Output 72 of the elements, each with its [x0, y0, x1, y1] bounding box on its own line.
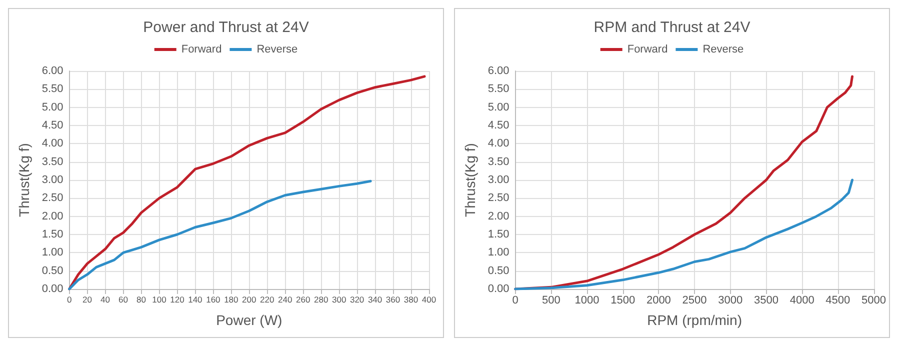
x-tick-label: 360 [386, 294, 400, 304]
y-tick-label: 0.50 [42, 264, 64, 277]
y-tick-label: 3.00 [488, 174, 510, 186]
x-tick-label: 300 [332, 294, 346, 304]
x-tick-label: 260 [296, 294, 310, 304]
line-series [514, 75, 854, 290]
x-tick-label: 500 [542, 294, 560, 306]
x-axis-title: RPM (rpm/min) [647, 312, 742, 328]
x-tick-label: 60 [118, 294, 128, 304]
y-tick-label: 2.00 [488, 210, 510, 222]
x-tick-label: 200 [242, 294, 257, 304]
x-tick-label: 1000 [574, 294, 600, 306]
y-tick-label: 0.00 [488, 283, 510, 295]
y-tick-label: 2.50 [488, 192, 510, 204]
y-tick-label: 0.50 [488, 264, 510, 277]
y-tick-label: 1.50 [488, 228, 510, 240]
x-tick-label: 320 [350, 294, 364, 304]
y-tick-label: 4.00 [488, 138, 510, 150]
x-axis-title: Power (W) [216, 312, 282, 328]
x-tick-label: 4500 [826, 294, 850, 306]
x-tick-label: 3000 [718, 294, 743, 306]
y-tick-label: 6.00 [488, 65, 510, 77]
x-tick-label: 4000 [790, 294, 814, 306]
y-tick-label: 5.00 [488, 101, 510, 114]
x-tick-label: 280 [314, 294, 328, 304]
y-tick-label: 1.50 [42, 228, 64, 240]
y-tick-label: 3.00 [42, 174, 64, 186]
x-tick-label: 140 [188, 294, 203, 304]
x-tick-label: 160 [206, 294, 221, 304]
y-tick-label: 2.00 [42, 210, 64, 222]
x-tick-label: 0 [66, 294, 72, 304]
x-tick-label: 120 [170, 294, 185, 304]
y-tick-label: 5.50 [42, 83, 64, 96]
x-tick-label: 100 [152, 294, 167, 304]
y-tick-label: 4.50 [42, 120, 64, 132]
y-tick-label: 3.50 [42, 156, 64, 168]
x-tick-label: 400 [422, 294, 436, 304]
x-tick-label: 220 [260, 294, 274, 304]
x-tick-label: 2000 [646, 294, 671, 306]
y-tick-label: 1.00 [42, 246, 64, 259]
y-tick-label: 1.00 [488, 246, 510, 259]
y-tick-label: 5.00 [42, 101, 64, 114]
legend-label: Reverse [256, 44, 298, 56]
x-tick-label: 5000 [862, 294, 886, 306]
x-tick-label: 180 [224, 294, 239, 304]
y-axis-title: Thrust(Kg f) [462, 143, 478, 217]
y-tick-label: 3.50 [488, 156, 510, 168]
x-tick-label: 20 [82, 294, 92, 304]
y-tick-label: 4.00 [42, 138, 64, 150]
line-series [68, 180, 372, 290]
x-tick-label: 3500 [754, 294, 778, 306]
x-tick-label: 340 [368, 294, 382, 304]
x-tick-label: 80 [136, 294, 146, 304]
y-tick-label: 5.50 [488, 83, 510, 96]
y-tick-label: 6.00 [42, 65, 64, 77]
x-tick-label: 40 [100, 294, 110, 304]
y-tick-label: 2.50 [42, 192, 64, 204]
x-tick-label: 0 [512, 294, 518, 306]
y-axis-title: Thrust(Kg f) [16, 143, 32, 217]
chart-title: RPM and Thrust at 24V [594, 19, 750, 36]
line-series [514, 178, 854, 290]
y-tick-label: 0.00 [42, 283, 64, 295]
x-tick-label: 2500 [682, 294, 707, 306]
legend-label: Reverse [702, 44, 744, 56]
x-tick-label: 1500 [610, 294, 636, 306]
chart-title: Power and Thrust at 24V [143, 19, 309, 36]
x-tick-label: 240 [278, 294, 292, 304]
legend-label: Forward [181, 44, 222, 56]
x-tick-label: 380 [404, 294, 418, 304]
line-series [68, 75, 426, 290]
legend-label: Forward [627, 44, 668, 56]
y-tick-label: 4.50 [488, 120, 510, 132]
